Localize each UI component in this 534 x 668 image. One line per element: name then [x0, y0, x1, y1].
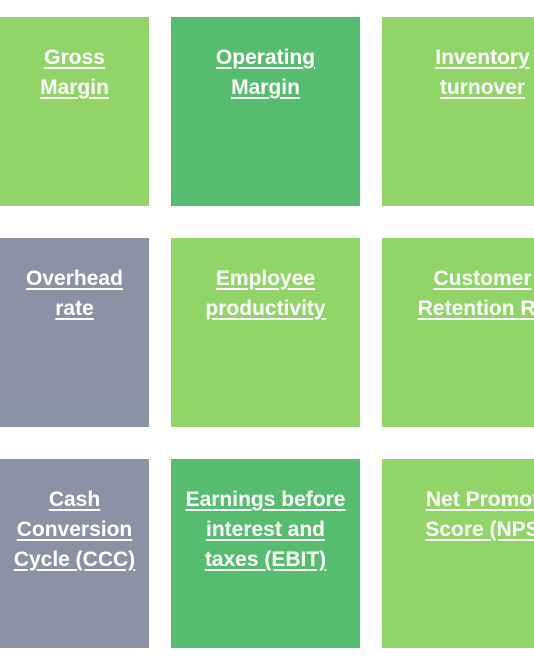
- tile-link-overhead-rate[interactable]: Overhead rate: [26, 267, 123, 320]
- tile-link-ebit[interactable]: Earnings before interest and taxes (EBIT…: [185, 488, 346, 571]
- tile-link-customer-retention-rate[interactable]: Customer Retention Ra: [417, 267, 534, 320]
- tile-customer-retention-rate[interactable]: Customer Retention Ra: [382, 238, 534, 427]
- tile-employee-productivity[interactable]: Employee productivity: [171, 238, 360, 427]
- tile-link-gross-margin[interactable]: Gross Margin: [40, 46, 109, 99]
- tile-link-net-promoter-score[interactable]: Net Promot Score (NPS: [425, 488, 534, 541]
- tile-cash-conversion-cycle[interactable]: Cash Conversion Cycle (CCC): [0, 459, 149, 648]
- tile-ebit[interactable]: Earnings before interest and taxes (EBIT…: [171, 459, 360, 648]
- tile-gross-margin[interactable]: Gross Margin: [0, 17, 149, 206]
- tile-inventory-turnover[interactable]: Inventory turnover: [382, 17, 534, 206]
- tile-overhead-rate[interactable]: Overhead rate: [0, 238, 149, 427]
- tile-operating-margin[interactable]: Operating Margin: [171, 17, 360, 206]
- tile-link-cash-conversion-cycle[interactable]: Cash Conversion Cycle (CCC): [13, 488, 136, 571]
- tile-link-operating-margin[interactable]: Operating Margin: [215, 46, 316, 99]
- tile-link-inventory-turnover[interactable]: Inventory turnover: [435, 46, 530, 99]
- tile-link-employee-productivity[interactable]: Employee productivity: [205, 267, 326, 320]
- tile-net-promoter-score[interactable]: Net Promot Score (NPS: [382, 459, 534, 648]
